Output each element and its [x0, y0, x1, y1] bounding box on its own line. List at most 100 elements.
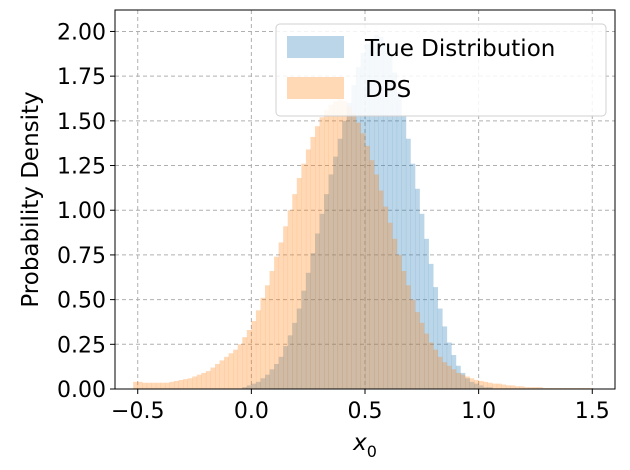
x-tick-label: 0.5 — [348, 399, 383, 424]
histogram-bar — [419, 213, 425, 389]
histogram-bar — [474, 380, 479, 389]
histogram-bar — [351, 113, 357, 389]
histogram-bar — [478, 380, 484, 389]
histogram-bar — [265, 374, 270, 389]
histogram-bar — [483, 381, 489, 389]
histogram-bar — [383, 206, 389, 389]
histogram-bar — [428, 263, 434, 389]
histogram-bar — [137, 381, 143, 389]
histogram-bar — [324, 110, 329, 389]
legend-swatch — [287, 77, 344, 99]
histogram-bar — [192, 376, 198, 389]
histogram-bar — [228, 353, 234, 389]
histogram-bar — [310, 136, 316, 389]
histogram-bar — [337, 99, 343, 390]
histogram-bar — [324, 194, 329, 389]
y-tick-label: 0.75 — [57, 244, 106, 269]
histogram-bar — [278, 356, 284, 389]
y-tick-label: 0.50 — [57, 289, 106, 314]
histogram-bar — [469, 381, 475, 389]
histogram-bar — [296, 308, 302, 389]
histogram-bar — [437, 356, 443, 389]
histogram-bar — [251, 383, 257, 389]
histogram-bar — [205, 371, 211, 389]
histogram-bar — [269, 271, 275, 389]
histogram-bar — [242, 337, 248, 389]
y-tick-label: 0.25 — [57, 333, 106, 358]
histogram-bar — [433, 349, 439, 389]
histogram-bar — [492, 383, 498, 389]
histogram-bar — [265, 285, 270, 389]
x-tick-label: 1.5 — [575, 399, 610, 424]
y-tick-label: 1.50 — [57, 110, 106, 135]
histogram-bar — [515, 386, 520, 389]
histogram-bar — [310, 253, 316, 389]
histogram-bar — [187, 378, 193, 389]
y-tick-label: 2.00 — [57, 20, 106, 45]
histogram-bar — [501, 384, 507, 389]
histogram-bar — [424, 333, 429, 389]
y-tick-label: 1.25 — [57, 155, 106, 180]
histogram-bar — [155, 382, 161, 389]
histogram-bar — [246, 330, 252, 389]
histogram-bar — [510, 385, 516, 389]
histogram-bar — [146, 382, 152, 389]
histogram-bar — [360, 52, 366, 389]
histogram-bar — [305, 149, 311, 389]
histogram-bar — [333, 156, 339, 389]
histogram-bar — [351, 85, 357, 390]
histogram-bar — [328, 104, 334, 389]
histogram-bar — [296, 178, 302, 389]
histogram-bar — [328, 174, 334, 389]
histogram-bar — [451, 355, 457, 389]
histogram-bar — [242, 387, 248, 389]
y-tick-label: 1.75 — [57, 65, 106, 90]
histogram-bar — [178, 380, 184, 389]
x-axis-label: x0 — [352, 430, 377, 461]
histogram-bar — [319, 213, 325, 389]
histogram-bar — [487, 382, 493, 389]
histogram-bar — [469, 378, 475, 389]
histogram-bar — [465, 376, 470, 389]
histogram-bar — [524, 387, 529, 389]
legend-swatch — [287, 36, 344, 58]
histogram-bar — [387, 56, 393, 389]
histogram-bar — [415, 188, 420, 389]
histogram-bar — [392, 72, 398, 390]
histogram-bar — [219, 360, 225, 389]
histogram-bar — [269, 369, 275, 389]
histogram-bar — [442, 362, 448, 389]
histogram-bar — [346, 102, 352, 389]
histogram-bar — [378, 36, 384, 389]
histogram-bar — [201, 372, 207, 389]
histogram-bar — [374, 174, 379, 389]
legend-label: True Distribution — [364, 36, 555, 62]
histogram-bar — [442, 326, 448, 389]
histogram-bar — [255, 310, 261, 389]
histogram-bar — [369, 160, 375, 389]
histogram-bar — [255, 381, 261, 389]
histogram-bar — [278, 242, 284, 389]
x-tick-label: −0.5 — [111, 399, 164, 424]
histogram-bar — [283, 346, 289, 389]
histogram-bar — [342, 120, 348, 389]
histogram-bar — [142, 382, 148, 389]
histogram-bar — [433, 287, 439, 389]
histogram-bar — [424, 238, 429, 389]
histogram-bar — [415, 312, 420, 389]
histogram-bar — [283, 226, 289, 389]
histogram-bar — [478, 385, 484, 389]
histogram-bar — [446, 365, 452, 389]
histogram-bar — [196, 374, 202, 389]
histogram-bar — [365, 145, 370, 389]
histogram-bar — [405, 285, 411, 389]
histogram-bar — [378, 190, 384, 389]
histogram-bar — [401, 115, 407, 390]
histogram-bar — [487, 387, 493, 389]
legend-label: DPS — [365, 77, 411, 103]
histogram-bar — [465, 378, 470, 389]
histogram-bar — [396, 92, 402, 390]
histogram-bar — [315, 233, 320, 389]
histogram-bar — [355, 67, 361, 389]
histogram-bar — [133, 381, 139, 389]
